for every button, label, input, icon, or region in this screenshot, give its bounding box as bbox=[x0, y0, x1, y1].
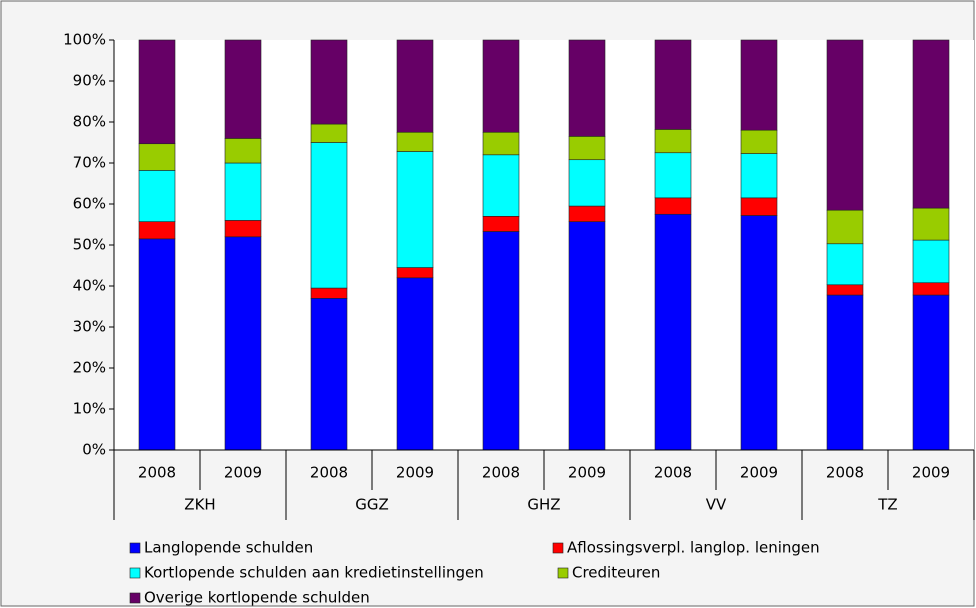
bar-segment bbox=[740, 153, 778, 199]
legend-label: Langlopende schulden bbox=[144, 539, 313, 557]
bar-segment bbox=[396, 277, 434, 451]
x-tick-label: 2008 bbox=[482, 464, 520, 482]
bar-segment bbox=[482, 39, 520, 133]
group-label: GHZ bbox=[527, 496, 560, 514]
x-tick-label: 2009 bbox=[396, 464, 434, 482]
bar-segment bbox=[654, 39, 692, 130]
bar-segment bbox=[740, 39, 778, 131]
bar-segment bbox=[568, 205, 606, 222]
bar-segment bbox=[654, 152, 692, 199]
x-tick-label: 2008 bbox=[138, 464, 176, 482]
bar-segment bbox=[138, 238, 176, 451]
legend-swatch bbox=[129, 542, 141, 554]
y-tick-label: 20% bbox=[73, 359, 106, 377]
bar-segment bbox=[396, 267, 434, 279]
bar-segment bbox=[224, 138, 262, 164]
x-tick-label: 2009 bbox=[912, 464, 950, 482]
bar-segment bbox=[568, 136, 606, 161]
bar-segment bbox=[826, 39, 864, 211]
bar-segment bbox=[654, 213, 692, 451]
bar-segment bbox=[310, 142, 348, 289]
x-tick-label: 2008 bbox=[826, 464, 864, 482]
bar-segment bbox=[138, 39, 176, 145]
bar-segment bbox=[912, 294, 950, 451]
group-label: ZKH bbox=[184, 496, 215, 514]
group-label: TZ bbox=[877, 496, 897, 514]
bar-segment bbox=[740, 129, 778, 154]
y-tick-label: 70% bbox=[73, 154, 106, 172]
bar-segment bbox=[138, 170, 176, 222]
x-tick-label: 2009 bbox=[224, 464, 262, 482]
bar-segment bbox=[310, 287, 348, 299]
bar-segment bbox=[654, 129, 692, 154]
bar-segment bbox=[396, 151, 434, 268]
bar-segment bbox=[224, 236, 262, 451]
bar-segment bbox=[826, 294, 864, 451]
bar-segment bbox=[224, 220, 262, 238]
legend-swatch bbox=[557, 567, 569, 579]
x-tick-label: 2009 bbox=[740, 464, 778, 482]
bar-segment bbox=[224, 39, 262, 139]
bar-segment bbox=[482, 216, 520, 232]
bar-segment bbox=[482, 131, 520, 156]
y-tick-label: 100% bbox=[63, 31, 106, 49]
bar-segment bbox=[568, 221, 606, 451]
x-tick-label: 2009 bbox=[568, 464, 606, 482]
bar-segment bbox=[568, 159, 606, 207]
y-tick-label: 30% bbox=[73, 318, 106, 336]
bar-segment bbox=[912, 282, 950, 296]
bar-segment bbox=[138, 221, 176, 240]
legend-label: Kortlopende schulden aan kredietinstelli… bbox=[144, 564, 484, 582]
legend-label: Aflossingsverpl. langlop. leningen bbox=[567, 539, 820, 557]
y-tick-label: 10% bbox=[73, 400, 106, 418]
y-tick-label: 80% bbox=[73, 113, 106, 131]
y-tick-label: 40% bbox=[73, 277, 106, 295]
y-tick-label: 50% bbox=[73, 236, 106, 254]
group-label: VV bbox=[706, 496, 727, 514]
bar-segment bbox=[740, 215, 778, 451]
bar-segment bbox=[826, 209, 864, 245]
y-tick-label: 0% bbox=[82, 441, 106, 459]
bar-segment bbox=[310, 297, 348, 451]
bar-segment bbox=[482, 231, 520, 451]
bar-segment bbox=[310, 123, 348, 143]
bar-segment bbox=[912, 207, 950, 241]
legend-swatch bbox=[129, 592, 141, 604]
bar-segment bbox=[310, 39, 348, 125]
legend-label: Overige kortlopende schulden bbox=[144, 589, 370, 607]
bar-segment bbox=[826, 284, 864, 296]
bar-segment bbox=[482, 154, 520, 217]
bar-segment bbox=[912, 39, 950, 209]
group-label: GGZ bbox=[355, 496, 389, 514]
bar-segment bbox=[396, 39, 434, 133]
legend-swatch bbox=[552, 542, 564, 554]
bar-segment bbox=[396, 131, 434, 152]
bar-segment bbox=[740, 197, 778, 216]
bar-segment bbox=[654, 197, 692, 215]
bar-segment bbox=[568, 39, 606, 137]
legend-label: Crediteuren bbox=[572, 564, 660, 582]
bar-segment bbox=[224, 162, 262, 221]
bar-segment bbox=[138, 143, 176, 171]
y-tick-label: 90% bbox=[73, 72, 106, 90]
y-tick-label: 60% bbox=[73, 195, 106, 213]
x-tick-label: 2008 bbox=[310, 464, 348, 482]
legend-swatch bbox=[129, 567, 141, 579]
x-tick-label: 2008 bbox=[654, 464, 692, 482]
bar-segment bbox=[912, 239, 950, 284]
bar-segment bbox=[826, 243, 864, 286]
